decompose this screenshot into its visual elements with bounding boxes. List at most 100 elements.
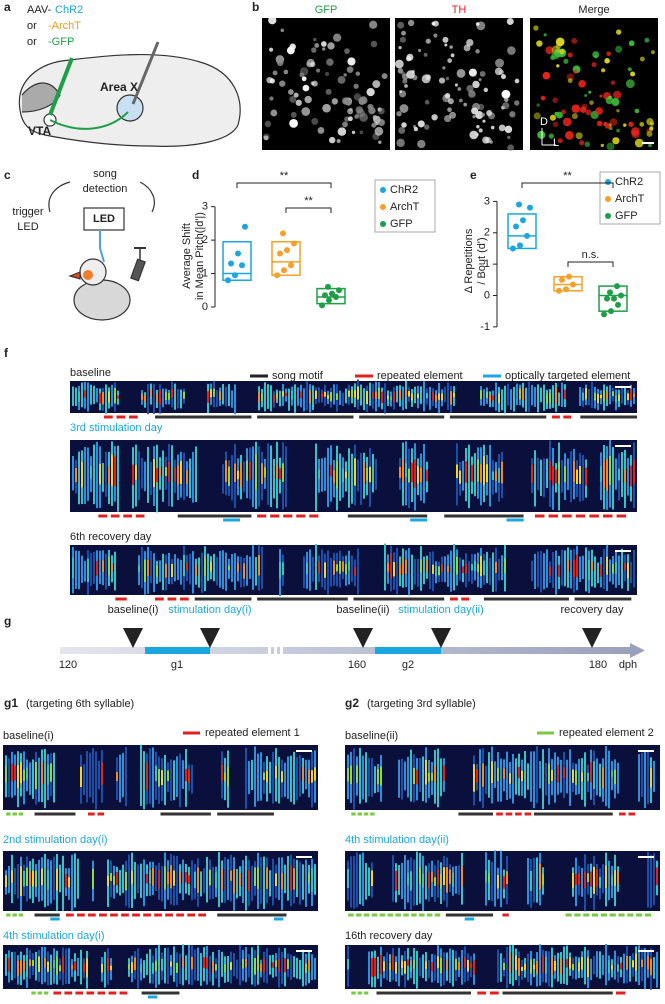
spectral-streak: [483, 560, 485, 576]
spectral-streak: [429, 386, 431, 410]
spectral-streak: [575, 770, 577, 785]
spectral-streak: [101, 762, 103, 786]
spectral-streak: [474, 468, 476, 478]
data-point: [614, 283, 620, 290]
spectral-streak: [336, 393, 338, 400]
spectral-streak: [399, 564, 401, 575]
spectral-streak: [431, 772, 433, 781]
spectral-streak: [251, 759, 253, 791]
cell: [301, 107, 311, 116]
spectral-streak: [111, 564, 113, 571]
cell: [378, 140, 382, 144]
spectral-streak: [608, 860, 610, 901]
spectral-streak: [29, 870, 31, 886]
significance-bracket: [567, 261, 614, 267]
spectral-streak: [537, 457, 539, 491]
spectral-streak: [339, 453, 341, 501]
spectral-streak: [90, 384, 92, 405]
spectral-streak: [161, 866, 163, 902]
spectral-streak: [404, 761, 406, 791]
row-label: baseline(ii): [345, 730, 398, 742]
cell: [417, 139, 426, 149]
spectral-streak: [483, 456, 485, 485]
spectral-streak: [299, 861, 301, 905]
spectral-streak: [125, 746, 127, 807]
spectral-streak: [425, 759, 427, 785]
spectral-streak: [231, 554, 233, 582]
cell: [627, 67, 632, 72]
spectral-streak: [59, 965, 61, 972]
spectral-streak: [578, 961, 580, 972]
spectral-streak: [581, 956, 583, 970]
spectral-streak: [294, 394, 296, 401]
cell: [501, 89, 511, 99]
spectral-streak: [608, 960, 610, 974]
spectral-streak: [473, 764, 475, 792]
spectral-streak: [458, 961, 460, 971]
spectrogram: [3, 945, 318, 989]
spectral-streak: [279, 561, 281, 579]
y-axis-label: / Bout (d'): [476, 237, 488, 284]
spectrogram: [70, 381, 637, 413]
cell: [507, 20, 513, 25]
cell: [394, 59, 404, 69]
spectral-streak: [219, 550, 221, 588]
cell: [317, 127, 325, 134]
spectral-streak: [227, 955, 229, 982]
cell: [454, 83, 458, 87]
spectral-streak: [458, 865, 460, 895]
spectral-streak: [477, 564, 479, 573]
spectral-streak: [515, 767, 517, 782]
spectral-streak: [480, 390, 482, 400]
spectral-streak: [345, 563, 347, 575]
spectral-streak: [102, 560, 104, 572]
y-tick-label: 1: [484, 258, 490, 270]
spectral-streak: [164, 947, 166, 984]
spectral-streak: [14, 765, 16, 781]
spectral-streak: [434, 877, 436, 886]
spectral-streak: [641, 959, 643, 968]
spectral-streak: [228, 384, 230, 407]
spectral-streak: [95, 751, 97, 810]
cell: [475, 49, 480, 54]
spectral-streak: [303, 556, 305, 589]
data-point: [284, 247, 290, 254]
spectral-streak: [165, 563, 167, 578]
spectral-streak: [311, 954, 313, 981]
spectral-streak: [359, 854, 361, 905]
spectral-streak: [146, 762, 148, 791]
spectral-streak: [455, 865, 457, 894]
spectral-streak: [431, 871, 433, 883]
spectral-streak: [128, 854, 130, 908]
spectral-streak: [431, 962, 433, 972]
spectral-streak: [506, 946, 508, 989]
spectral-streak: [549, 566, 551, 576]
cell: [573, 69, 578, 74]
spectral-streak: [171, 563, 173, 577]
spectral-streak: [603, 390, 605, 402]
spectral-streak: [410, 871, 412, 891]
spectral-streak: [413, 960, 415, 969]
spectral-streak: [162, 553, 164, 591]
cell: [445, 76, 450, 81]
spectral-streak: [389, 963, 391, 971]
spectral-streak: [216, 557, 218, 586]
spectral-streak: [534, 387, 536, 407]
spectral-streak: [627, 393, 629, 401]
spectral-streak: [377, 769, 379, 785]
spectral-streak: [225, 460, 227, 483]
cell: [490, 125, 495, 130]
spectral-streak: [224, 772, 226, 782]
spectral-streak: [227, 859, 229, 900]
spectral-streak: [147, 559, 149, 577]
spectral-streak: [576, 469, 578, 484]
cell: [286, 46, 295, 55]
spectral-streak: [159, 560, 161, 583]
spectral-streak: [62, 855, 64, 911]
spectral-streak: [566, 759, 568, 794]
spectral-streak: [152, 962, 154, 974]
spectral-streak: [62, 956, 64, 973]
spectral-streak: [149, 949, 151, 984]
spectral-streak: [255, 557, 257, 586]
spectral-streak: [408, 547, 410, 596]
